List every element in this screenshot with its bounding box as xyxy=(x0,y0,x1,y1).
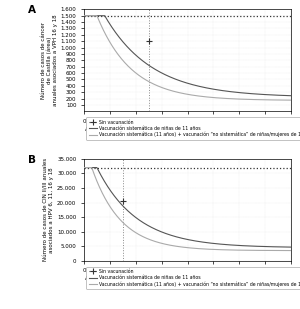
X-axis label: Años posteriores a la introducción de la vacuna tetravalente frente al VPH: Años posteriores a la introducción de la… xyxy=(85,276,290,281)
Y-axis label: Número de casos de CIN II/III anuales
asociados a HPV 6, 11, 16 y 18: Número de casos de CIN II/III anuales as… xyxy=(44,158,54,261)
Text: B: B xyxy=(28,155,36,165)
Y-axis label: Número de casos de cáncer
de Castilla (área)
anuales asociados a VPH 16 y 18: Número de casos de cáncer de Castilla (á… xyxy=(40,15,58,106)
Legend: Sin vacunación, Vacunación sistemática de niñas de 11 años, Vacunación sistemáti: Sin vacunación, Vacunación sistemática d… xyxy=(86,117,300,140)
X-axis label: Años posteriores a la introducción de la vacuna tetravalente frente al VPH: Años posteriores a la introducción de la… xyxy=(85,126,290,132)
Legend: Sin vacunación, Vacunación sistemática de niñas de 11 años, Vacunación sistemáti: Sin vacunación, Vacunación sistemática d… xyxy=(86,267,300,289)
Text: A: A xyxy=(28,5,36,15)
